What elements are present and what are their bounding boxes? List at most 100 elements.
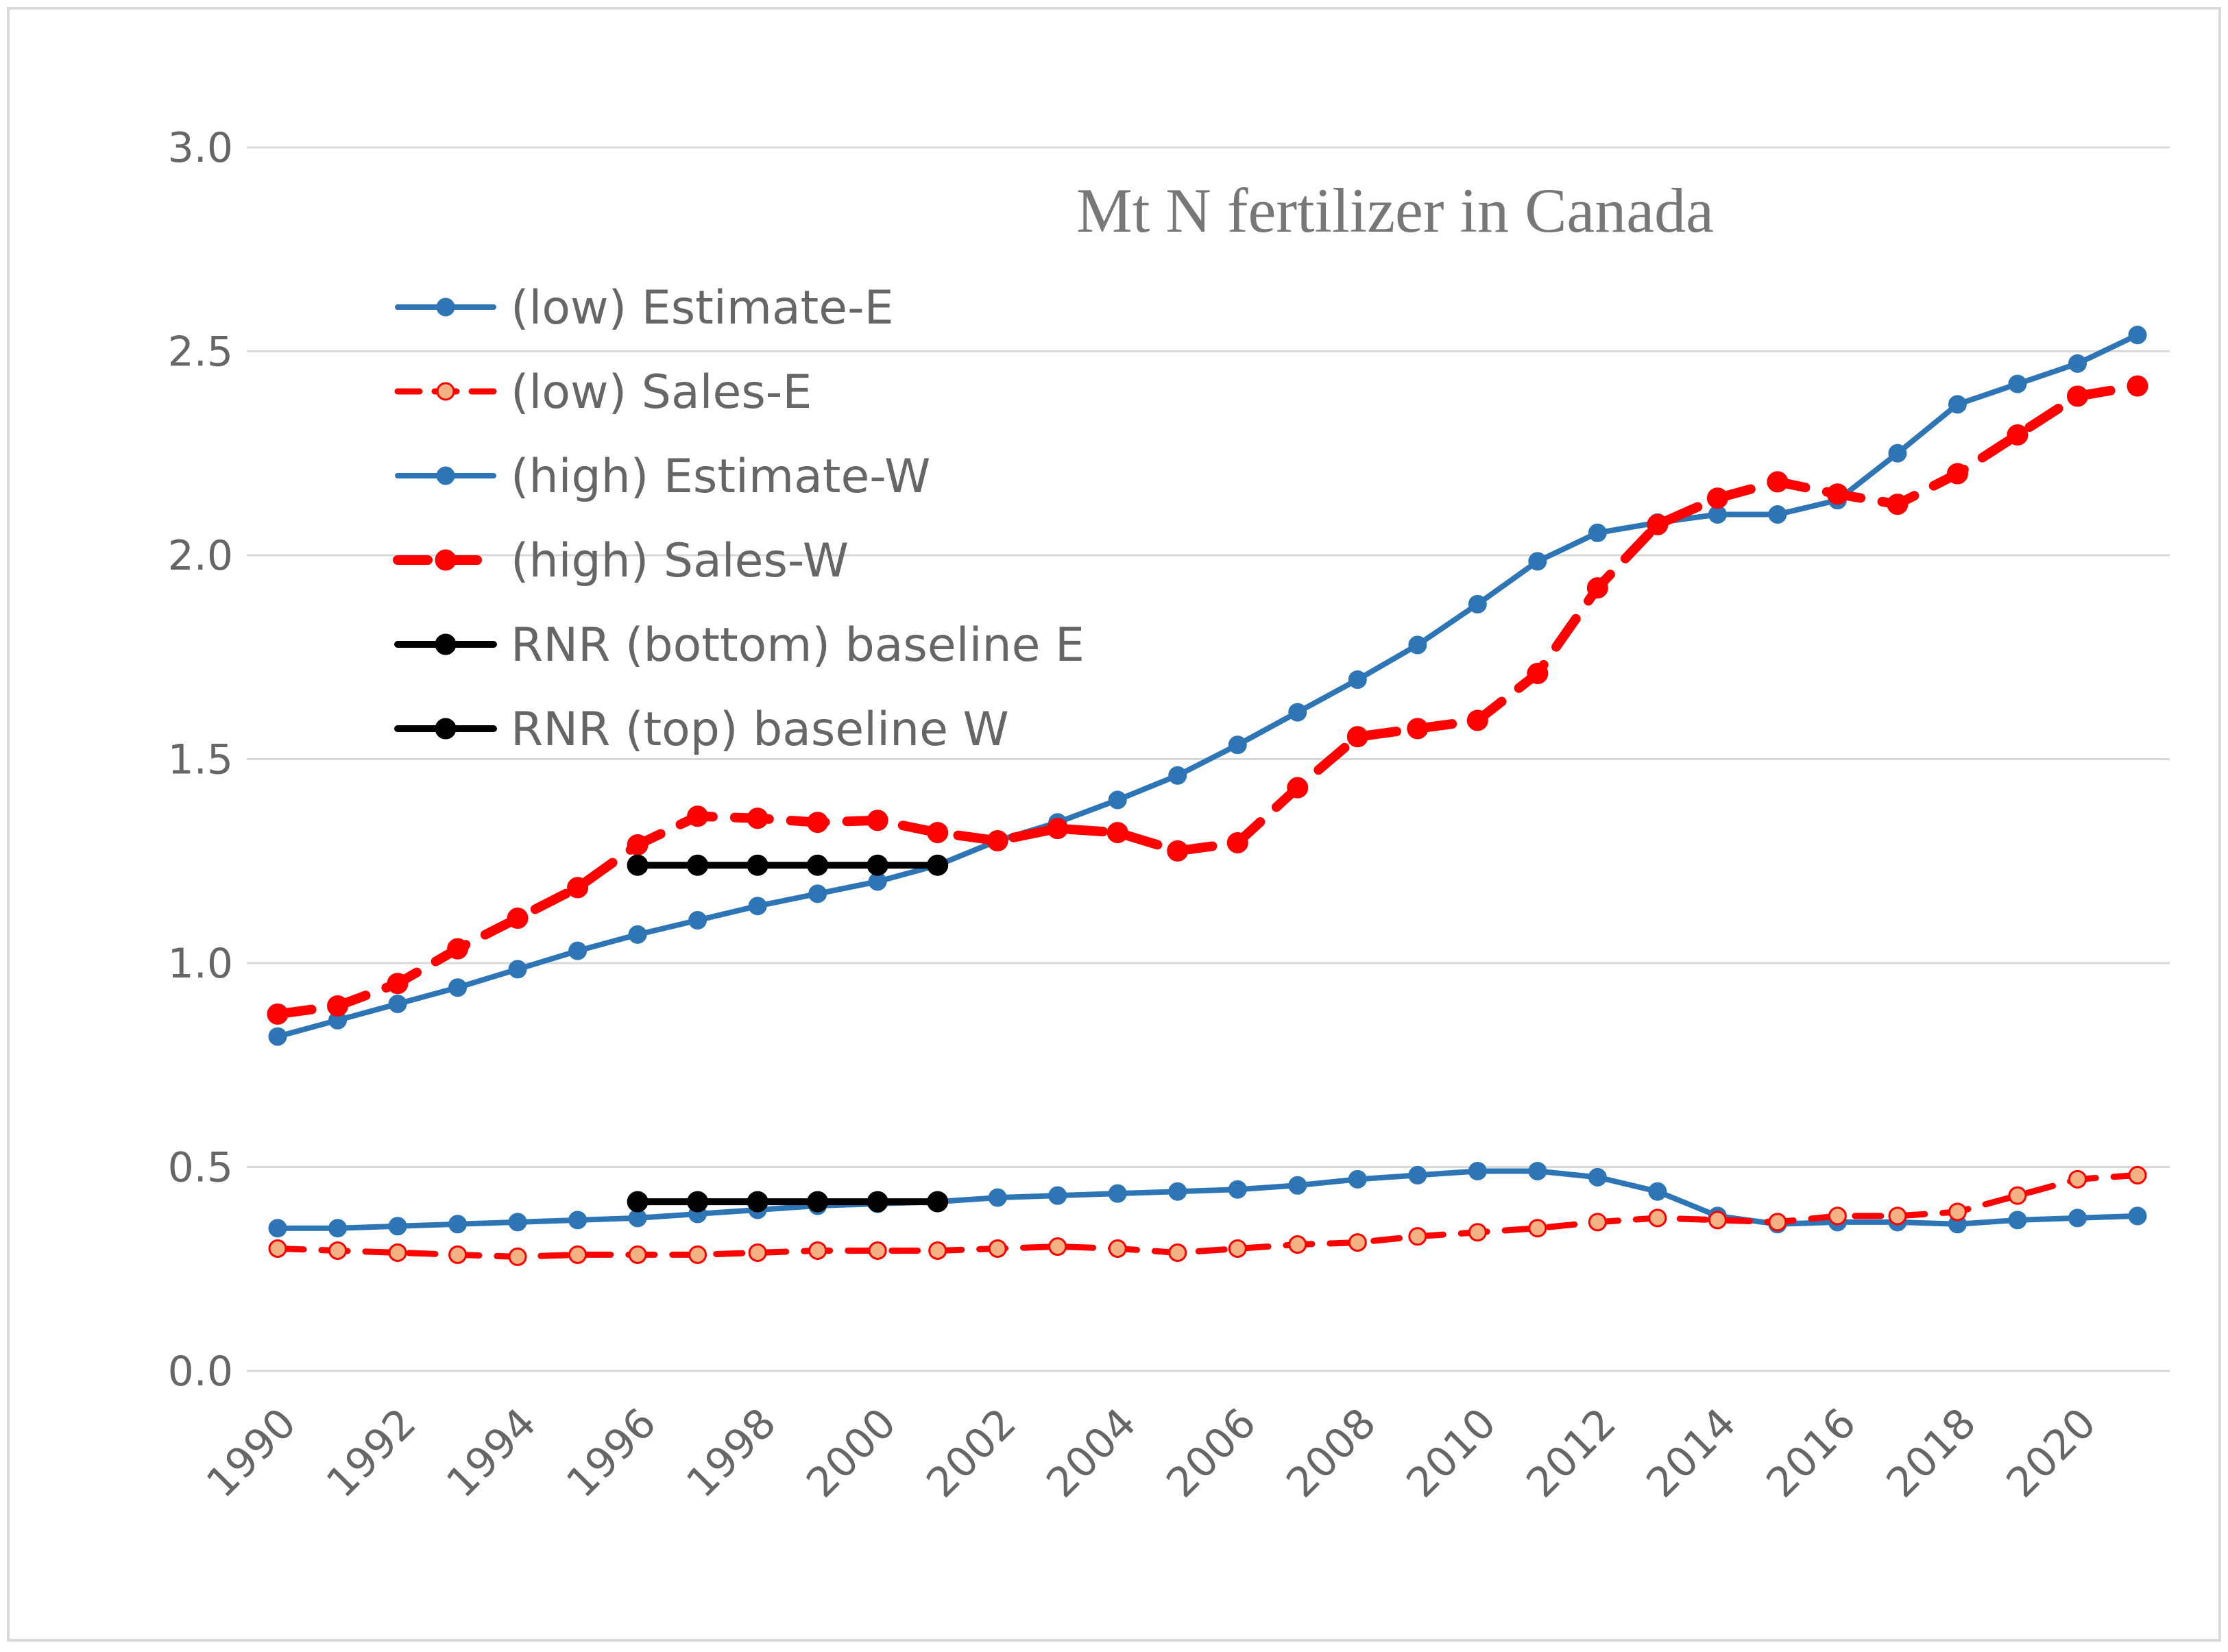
legend-swatch-marker (436, 382, 455, 401)
data-point (748, 1243, 767, 1262)
legend-entry: (low) Sales-E (394, 365, 812, 420)
data-point (1828, 1206, 1847, 1226)
data-point (927, 822, 949, 844)
data-point (2008, 1211, 2027, 1230)
data-point (868, 1241, 887, 1260)
data-point (328, 1219, 348, 1238)
legend-swatch-marker (436, 466, 455, 485)
data-point (568, 1245, 588, 1264)
data-point (1468, 1223, 1487, 1242)
data-point (1768, 1213, 1787, 1232)
data-point (1047, 818, 1069, 840)
data-point (628, 925, 647, 944)
data-point (1168, 1243, 1187, 1262)
data-point (1528, 1219, 1547, 1238)
data-point (388, 995, 407, 1013)
legend-entry: (high) Sales-W (393, 534, 849, 588)
data-point (568, 941, 588, 960)
data-point (507, 908, 529, 930)
data-point (986, 830, 1008, 851)
data-point (1586, 577, 1608, 599)
data-point (1588, 523, 1607, 542)
data-point (1408, 1227, 1427, 1246)
legend-label: (high) Sales-W (511, 534, 849, 588)
data-point (567, 877, 589, 899)
data-point (1528, 1161, 1547, 1180)
data-point (688, 911, 707, 930)
data-point (1826, 483, 1848, 505)
series-5 (627, 1191, 949, 1213)
data-point (627, 854, 649, 876)
y-tick-label: 0.0 (168, 1348, 233, 1396)
data-point (1948, 395, 1967, 414)
data-point (2128, 1206, 2147, 1226)
series-line (275, 1168, 2140, 1231)
data-point (387, 973, 409, 995)
legend-swatch-marker (435, 633, 457, 655)
data-point (388, 1217, 407, 1236)
data-point (1767, 471, 1789, 493)
legend-entry: RNR (bottom) baseline E (394, 618, 1085, 672)
data-point (867, 1191, 888, 1213)
data-point (2008, 1186, 2027, 1205)
legend-swatch-marker (435, 718, 457, 740)
series-group (267, 326, 2148, 1266)
data-point (747, 807, 768, 829)
y-tick-label: 1.5 (168, 736, 233, 784)
data-point (1228, 736, 1247, 755)
data-point (1647, 513, 1669, 535)
series-line (275, 332, 2140, 1040)
series-line (274, 1171, 2141, 1260)
data-point (747, 854, 768, 876)
data-point (748, 897, 767, 916)
data-point (1048, 1186, 1067, 1205)
data-point (1348, 1169, 1367, 1189)
data-point (1226, 831, 1248, 853)
data-point (807, 812, 829, 834)
legend-entry: RNR (top) baseline W (394, 703, 1009, 757)
data-point (568, 1211, 588, 1230)
data-point (687, 805, 709, 827)
data-point (1588, 1167, 1607, 1187)
series-6 (627, 854, 949, 876)
data-point (1288, 1235, 1307, 1254)
legend-label: RNR (bottom) baseline E (511, 618, 1085, 672)
data-point (1108, 1184, 1127, 1203)
data-point (1108, 1239, 1127, 1258)
data-point (867, 810, 888, 831)
data-point (1648, 1208, 1667, 1228)
data-point (988, 1239, 1007, 1258)
data-point (1588, 1213, 1607, 1232)
data-point (807, 1191, 829, 1213)
data-point (808, 1241, 827, 1260)
data-point (1408, 635, 1427, 655)
data-point (508, 960, 527, 979)
legend-swatch-marker (435, 549, 457, 571)
data-point (1468, 1161, 1487, 1180)
data-point (448, 1215, 468, 1234)
data-point (1346, 726, 1368, 748)
data-point (1648, 1182, 1667, 1201)
data-point (1888, 1206, 1907, 1226)
data-point (2066, 385, 2088, 407)
data-point (2127, 375, 2148, 397)
data-point (1288, 1176, 1307, 1195)
data-point (267, 1003, 289, 1025)
data-point (1167, 840, 1189, 862)
data-point (1706, 487, 1728, 509)
data-point (2128, 1165, 2147, 1185)
y-tick-label: 0.5 (168, 1144, 233, 1192)
data-point (1048, 1237, 1067, 1256)
data-point (1168, 766, 1187, 785)
data-point (448, 978, 468, 997)
y-tick-label: 2.0 (168, 532, 233, 580)
data-point (1948, 1202, 1967, 1222)
data-point (1348, 1233, 1367, 1252)
data-point (1287, 777, 1309, 799)
data-point (2128, 326, 2147, 345)
data-point (808, 884, 827, 903)
data-point (1708, 1211, 1727, 1230)
data-point (508, 1247, 527, 1266)
